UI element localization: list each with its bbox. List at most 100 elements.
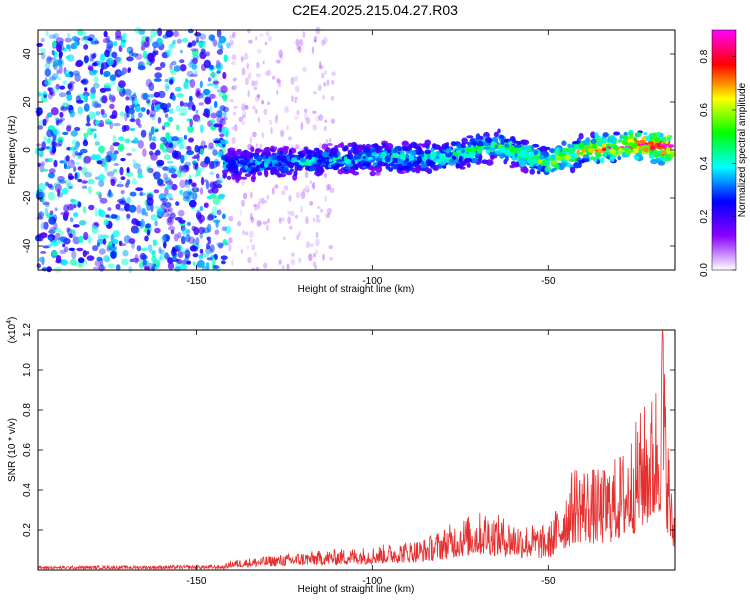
spectrogram-cell — [139, 252, 147, 261]
spectrogram-cell — [567, 147, 576, 154]
spectrogram-cell — [212, 80, 220, 85]
spectrogram-cell — [240, 249, 243, 254]
spectrogram-cell — [192, 261, 196, 266]
spectrogram-cell — [221, 146, 226, 155]
spectrogram-cell — [134, 254, 139, 262]
spectrogram-cell — [132, 159, 136, 165]
spectrogram-cell — [146, 99, 151, 104]
spectrogram-cell — [167, 216, 173, 224]
spectrogram-cell — [126, 179, 131, 185]
spectrogram-cell — [228, 237, 233, 244]
spectrogram-cell — [624, 150, 632, 155]
spectrogram-cell — [157, 117, 162, 124]
spectrogram-cell — [51, 91, 56, 97]
spectrogram-cell — [282, 148, 289, 155]
spectrogram-cell — [347, 142, 354, 147]
spectrogram-cell — [140, 219, 146, 228]
spectrogram-cell — [530, 158, 537, 165]
spectrogram-cell — [187, 107, 194, 111]
spectrogram-cell — [290, 258, 296, 265]
spectrogram-cell — [55, 37, 64, 44]
spectrogram-cell — [326, 184, 329, 192]
spectrogram-cell — [298, 230, 301, 238]
spectrogram-cell — [209, 182, 217, 190]
spectrogram-cell — [68, 233, 73, 238]
spectrogram-cell — [187, 125, 195, 133]
spectrogram-cell — [73, 212, 79, 218]
spectrogram-cell — [55, 255, 62, 264]
spectrogram-cell — [131, 177, 137, 185]
spectrogram-cell — [138, 29, 146, 35]
spectrogram-cell — [394, 152, 399, 158]
spectrogram-cell — [68, 175, 75, 180]
spectrogram-cell — [246, 167, 251, 173]
spectrogram-cell — [81, 180, 88, 184]
spectrogram-cell — [328, 152, 335, 157]
spectrogram-cell — [191, 49, 199, 57]
spectrogram-cell — [445, 148, 450, 154]
spectrogram-cell — [397, 158, 402, 165]
spectrogram-cell — [157, 90, 166, 99]
spectrogram-cell — [237, 221, 242, 227]
snr-y-ticks: 0.2 0.4 0.6 0.8 1.0 1.2 — [22, 323, 675, 537]
spectrogram-cell — [643, 147, 649, 153]
spectrogram-cell — [162, 234, 171, 242]
spectrogram-cell — [44, 158, 50, 163]
spectrogram-cell — [51, 145, 57, 154]
spectrogram-cell — [80, 219, 84, 226]
spectrogram-cell — [286, 125, 289, 130]
spectrogram-cell — [124, 88, 132, 96]
spectrogram-cell — [307, 189, 310, 193]
spectrogram-cell — [199, 205, 204, 212]
spectrogram-cell — [93, 133, 97, 139]
spectrogram-cell — [195, 170, 201, 177]
spectrogram-cell — [171, 136, 179, 142]
spectrogram-cell — [141, 35, 147, 42]
spectrogram-cell — [224, 131, 229, 138]
spectrogram-cell — [305, 216, 309, 224]
spectrogram-cell — [232, 112, 236, 116]
spectrogram-cell — [115, 203, 121, 210]
spectrogram-cell — [140, 129, 147, 138]
spectrogram-cell — [195, 166, 202, 175]
spectrogram-cell — [83, 103, 90, 112]
spectrogram-cell — [82, 139, 89, 147]
spectrogram-cell — [69, 217, 74, 223]
spectrogram-cell — [173, 65, 181, 72]
spectrogram-cell — [312, 151, 318, 157]
spectrogram-cell — [667, 144, 675, 148]
spectrogram-cell — [461, 137, 468, 145]
spectrogram-cell — [164, 252, 169, 260]
spectrogram-cell — [83, 31, 87, 37]
spectrogram-cell — [131, 52, 139, 57]
spectrogram-cell — [113, 163, 120, 166]
spectrogram-cell — [181, 38, 188, 43]
spectrogram-cell — [84, 39, 89, 44]
spectrogram-cell — [328, 158, 333, 163]
spectrogram-cell — [73, 41, 78, 49]
spectrogram-cell — [344, 158, 352, 165]
spectrogram-cell — [294, 99, 297, 103]
spectrogram-cell — [231, 154, 237, 159]
spectrogram-cell — [96, 160, 103, 165]
spectrogram-cell — [97, 175, 101, 182]
spectrogram-cell — [213, 160, 221, 164]
spectrogram-cell — [59, 50, 63, 58]
spectrogram-cell — [105, 44, 113, 49]
spectrogram-cell — [137, 112, 143, 118]
spectrogram-cell — [40, 168, 49, 172]
spectrogram-cell — [120, 41, 125, 49]
snr-panel: -150 -100 -50 0.2 0.4 0.6 0.8 1.0 1.2 Height of… — [6, 317, 676, 595]
spectrogram-cell — [215, 64, 221, 69]
spectrogram-cell — [296, 191, 300, 199]
spectrogram-cell — [87, 37, 93, 42]
spectrogram-cell — [93, 40, 100, 45]
spectrogram-cell — [101, 234, 110, 239]
spectrogram-cell — [177, 244, 183, 250]
spectrogram-cell — [203, 59, 211, 69]
spectrogram-cell — [98, 179, 105, 188]
spectrogram-cell — [289, 210, 295, 217]
spectrogram-cell — [102, 238, 107, 245]
spectrogram-cell — [106, 171, 115, 177]
spectrogram-cell — [199, 33, 207, 40]
